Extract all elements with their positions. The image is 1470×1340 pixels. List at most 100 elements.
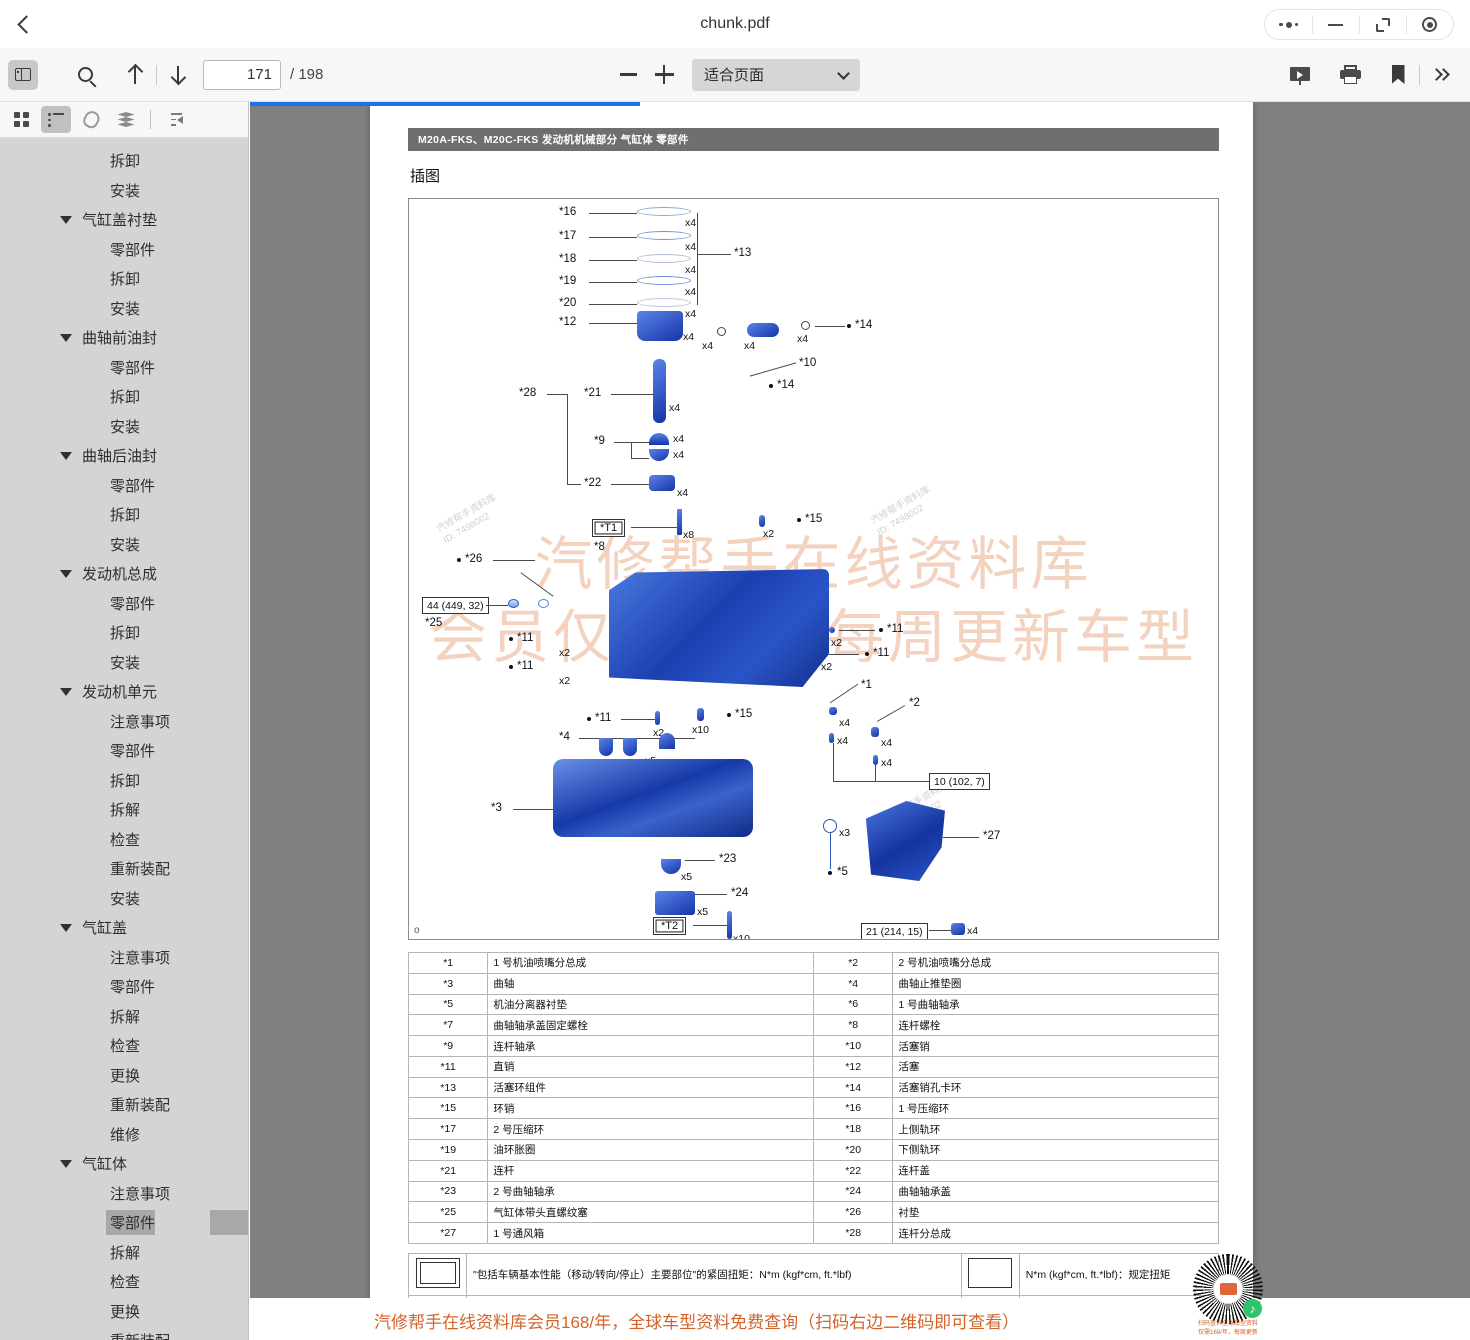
sidebar-item-label: 零部件 — [110, 743, 156, 761]
sidebar-item-15[interactable]: 零部件 — [0, 589, 248, 619]
sidebar-item-label: 重新装配 — [110, 1330, 170, 1340]
record-button[interactable] — [1406, 9, 1453, 40]
qty-16: x4 — [685, 217, 697, 229]
zoom-out-button[interactable] — [610, 57, 646, 93]
presentation-button[interactable] — [1281, 56, 1319, 94]
sidebar-item-19[interactable]: 注意事项 — [0, 707, 248, 737]
next-page-button[interactable] — [159, 56, 197, 94]
triangle-down-icon[interactable] — [60, 451, 72, 460]
qty-1b: x4 — [837, 735, 849, 747]
sidebar-item-20[interactable]: 零部件 — [0, 736, 248, 766]
zoom-in-button[interactable] — [646, 57, 682, 93]
sidebar-item-24[interactable]: 重新装配 — [0, 854, 248, 884]
sidebar-item-13[interactable]: 安装 — [0, 530, 248, 560]
sidebar-item-28[interactable]: 零部件 — [0, 972, 248, 1002]
sidebar-item-39[interactable]: 更换 — [0, 1297, 248, 1327]
qty-14b: x4 — [797, 333, 809, 345]
sidebar-item-36[interactable]: 零部件 — [0, 1208, 248, 1238]
sidebar-item-34[interactable]: 气缸体 — [0, 1149, 248, 1179]
part-name-cell: 曲轴轴承盖固定螺栓 — [487, 1014, 814, 1037]
sidebar-outline-button[interactable] — [41, 106, 71, 133]
sidebar-item-11[interactable]: 零部件 — [0, 471, 248, 501]
qty-24: x5 — [697, 906, 709, 918]
pdf-viewer[interactable]: M20A-FKS、M20C-FKS 发动机机械部分 气缸体 零部件 插图 汽修帮… — [250, 102, 1470, 1340]
sidebar-item-8[interactable]: 拆卸 — [0, 382, 248, 412]
callout-15b: *15 — [735, 708, 753, 720]
qty-12: x4 — [683, 331, 695, 343]
sidebar-collapse-all-button[interactable] — [159, 106, 189, 133]
sidebar-item-10[interactable]: 曲轴后油封 — [0, 441, 248, 471]
sidebar-item-label: 检查 — [110, 1038, 141, 1056]
sidebar-item-40[interactable]: 重新装配 — [0, 1326, 248, 1340]
sidebar-item-1[interactable]: 安装 — [0, 176, 248, 206]
triangle-down-icon[interactable] — [60, 687, 72, 696]
sidebar-item-25[interactable]: 安装 — [0, 884, 248, 914]
sidebar-item-23[interactable]: 检查 — [0, 825, 248, 855]
triangle-down-icon[interactable] — [60, 923, 72, 932]
part-name-cell: 环销 — [487, 1097, 814, 1120]
part-name-cell: 连杆盖 — [892, 1159, 1219, 1182]
triangle-down-icon[interactable] — [60, 333, 72, 342]
sidebar-item-17[interactable]: 安装 — [0, 648, 248, 678]
sidebar-item-2[interactable]: 气缸盖衬垫 — [0, 205, 248, 235]
part-number-cell: *15 — [407, 1097, 489, 1120]
ring-pin-graphic — [759, 515, 765, 527]
callout-14a: *14 — [855, 319, 873, 331]
sidebar-item-27[interactable]: 注意事项 — [0, 943, 248, 973]
bookmark-button[interactable] — [1379, 56, 1417, 94]
sidebar-item-21[interactable]: 拆卸 — [0, 766, 248, 796]
more-tools-button[interactable] — [1422, 56, 1460, 94]
sidebar-item-0[interactable]: 拆卸 — [0, 146, 248, 176]
sidebar-item-38[interactable]: 检查 — [0, 1267, 248, 1297]
qr-code[interactable]: ♪ 扫码查询全球车型资料 仅需168/年，每周更新 — [1186, 1250, 1270, 1340]
search-button[interactable] — [66, 56, 104, 94]
previous-page-button[interactable] — [116, 56, 154, 94]
sidebar-item-5[interactable]: 安装 — [0, 294, 248, 324]
sidebar-item-6[interactable]: 曲轴前油封 — [0, 323, 248, 353]
sidebar-attachments-button[interactable] — [76, 106, 106, 133]
sidebar-item-30[interactable]: 检查 — [0, 1031, 248, 1061]
sidebar-item-22[interactable]: 拆解 — [0, 795, 248, 825]
ring-17 — [637, 231, 691, 240]
print-button[interactable] — [1331, 56, 1369, 94]
triangle-down-icon[interactable] — [60, 215, 72, 224]
triangle-down-icon[interactable] — [60, 1159, 72, 1168]
sidebar-item-29[interactable]: 拆解 — [0, 1002, 248, 1032]
sidebar-item-18[interactable]: 发动机单元 — [0, 677, 248, 707]
sidebar-item-9[interactable]: 安装 — [0, 412, 248, 442]
sidebar-thumbnails-button[interactable] — [6, 106, 36, 133]
sidebar-item-35[interactable]: 注意事项 — [0, 1179, 248, 1209]
sidebar-item-label: 维修 — [110, 1126, 141, 1144]
minimize-button[interactable] — [1312, 9, 1359, 40]
sidebar-item-16[interactable]: 拆卸 — [0, 618, 248, 648]
more-options-button[interactable] — [1265, 9, 1312, 40]
zoom-level-select[interactable]: 适合页面 — [692, 58, 860, 91]
sidebar-item-33[interactable]: 维修 — [0, 1120, 248, 1150]
sidebar-item-14[interactable]: 发动机总成 — [0, 559, 248, 589]
sidebar-item-32[interactable]: 重新装配 — [0, 1090, 248, 1120]
leader-T2 — [693, 925, 727, 926]
sidebar-item-37[interactable]: 拆解 — [0, 1238, 248, 1268]
qr-code-logo — [1213, 1274, 1243, 1304]
table-row: *13 活塞环组件 *14 活塞销孔卡环 — [407, 1076, 1219, 1099]
sidebar-item-26[interactable]: 气缸盖 — [0, 913, 248, 943]
page-number-input[interactable] — [203, 59, 281, 90]
sidebar-layers-button[interactable] — [111, 106, 141, 133]
sidebar-item-7[interactable]: 零部件 — [0, 353, 248, 383]
sidebar-item-3[interactable]: 零部件 — [0, 235, 248, 265]
leader-14a — [815, 326, 845, 327]
callout-13: *13 — [734, 247, 752, 259]
triangle-down-icon[interactable] — [60, 569, 72, 578]
sidebar-toggle-button[interactable] — [8, 59, 38, 90]
qty-19: x4 — [685, 286, 697, 298]
sidebar-item-12[interactable]: 拆卸 — [0, 500, 248, 530]
sidebar-item-31[interactable]: 更换 — [0, 1061, 248, 1091]
sidebar-item-4[interactable]: 拆卸 — [0, 264, 248, 294]
maximize-button[interactable] — [1359, 9, 1406, 40]
part-name-cell: 活塞销 — [892, 1035, 1219, 1057]
sidebar-item-label: 安装 — [110, 654, 141, 672]
sidebar-item-label: 拆卸 — [110, 389, 141, 407]
sidebar-item-label: 发动机单元 — [82, 684, 158, 702]
table-row: *9 连杆轴承 *10 活塞销 — [407, 1035, 1219, 1057]
leader-17 — [589, 237, 637, 238]
